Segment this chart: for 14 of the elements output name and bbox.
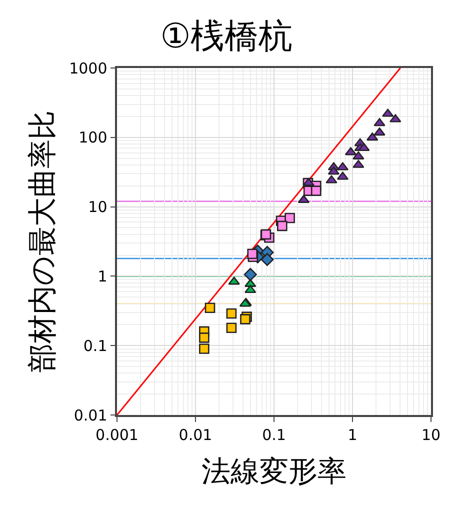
y-tick-label: 100 (78, 128, 108, 147)
x-tick-label: 0.001 (96, 426, 138, 444)
x-tick-label: 10 (421, 426, 441, 444)
y-tick-label: 0.1 (83, 336, 108, 355)
y-tick-label: 0.01 (74, 406, 108, 424)
y-tick-label: 1 (98, 267, 108, 286)
y-axis-title: 部材内の最大曲率比 (24, 110, 59, 372)
y-tick-label: 1000 (69, 59, 108, 78)
x-tick-label: 0.1 (262, 426, 286, 444)
x-tick-label: 0.01 (178, 426, 212, 444)
chart-title: ①桟橋杭 (160, 16, 293, 57)
x-axis-title: 法線変形率 (202, 454, 346, 488)
y-tick-label: 10 (88, 198, 108, 216)
x-tick-label: 1 (348, 426, 358, 444)
